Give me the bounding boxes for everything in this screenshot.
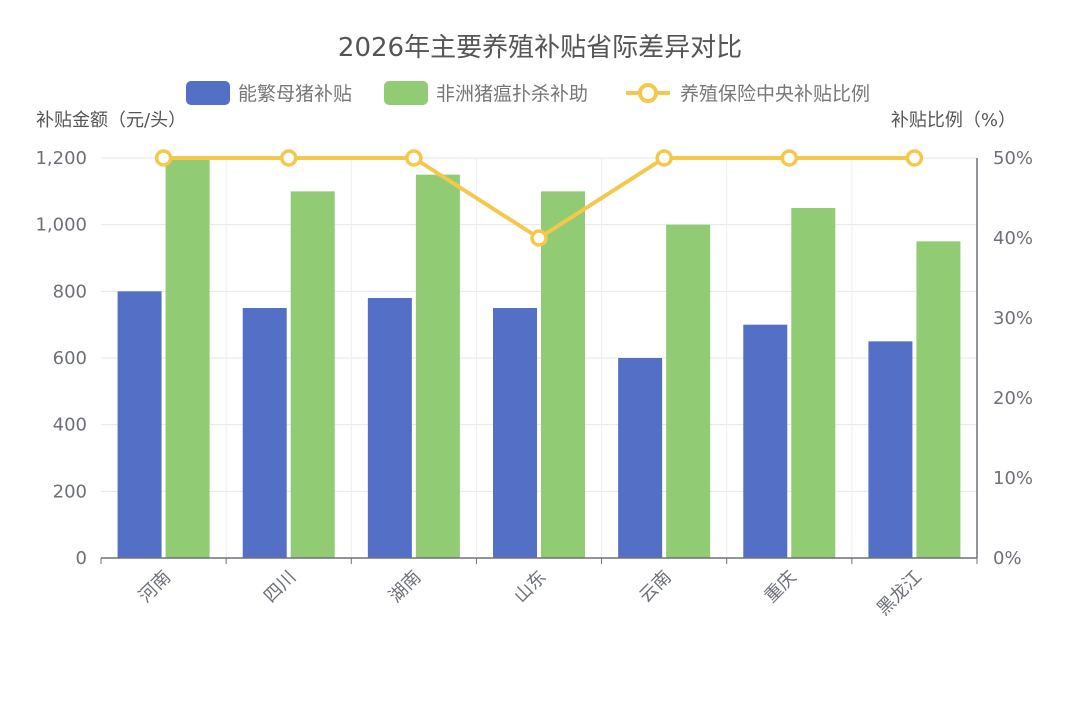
x-category-label: 湖南 [385,567,425,607]
line-point-insurance-ratio[interactable] [154,149,173,167]
legend-marker-insurance-ratio [638,83,658,103]
x-category-label: 河南 [135,567,175,607]
bar-sow-subsidy[interactable] [242,308,287,558]
x-category-label: 四川 [260,567,300,607]
legend-label-insurance-ratio: 养殖保险中央补贴比例 [680,83,870,105]
line-point-insurance-ratio[interactable] [405,149,423,167]
legend-label-asf-compensation: 非洲猪瘟扑杀补助 [436,83,588,105]
bar-asf-compensation[interactable] [165,158,210,558]
chart-title: 2026年主要养殖补贴省际差异对比 [338,33,742,63]
bar-asf-compensation[interactable] [415,174,460,558]
legend: 能繁母猪补贴 非洲猪瘟扑杀补助 养殖保险中央补贴比例 [186,81,870,105]
y-right-tick-label: 50% [993,148,1033,169]
bar-sow-subsidy[interactable] [117,291,162,558]
y-right-axis-label: 补贴比例（%） [891,110,1016,131]
y-right-tick-label: 40% [993,228,1033,249]
y-left-tick-label: 400 [53,415,87,436]
y-left-tick-label: 600 [53,348,87,369]
y-left-tick-label: 200 [53,481,87,502]
bar-sow-subsidy[interactable] [868,341,913,558]
x-category-label: 黑龙江 [873,567,926,620]
bar-asf-compensation[interactable] [791,208,836,558]
bar-asf-compensation[interactable] [290,191,335,559]
x-category-label: 云南 [635,567,675,607]
bar-asf-compensation[interactable] [666,224,711,558]
y-left-axis-label: 补贴金额（元/头） [36,110,186,131]
line-point-insurance-ratio[interactable] [655,149,673,167]
grid-layer [101,157,977,558]
bar-asf-compensation[interactable] [541,191,585,559]
legend-swatch-asf-compensation [384,81,428,105]
bar-asf-compensation[interactable] [916,241,961,559]
bar-sow-subsidy[interactable] [493,308,537,558]
y-left-tick-label: 1,000 [35,215,87,236]
y-left-tick-label: 800 [53,281,87,302]
line-point-insurance-ratio[interactable] [905,149,924,167]
y-right-tick-label: 30% [993,308,1033,329]
bars-layer [117,158,961,559]
legend-label-sow-subsidy: 能繁母猪补贴 [238,83,352,105]
line-point-insurance-ratio[interactable] [780,149,799,167]
bar-sow-subsidy[interactable] [367,298,412,558]
legend-item-asf-compensation[interactable]: 非洲猪瘟扑杀补助 [384,81,588,105]
legend-swatch-sow-subsidy [186,81,230,105]
y-left-tick-label: 0 [76,548,87,569]
bar-sow-subsidy[interactable] [618,358,663,558]
y-right-tick-label: 20% [993,388,1033,409]
line-layer [154,149,924,247]
bar-sow-subsidy[interactable] [743,324,788,558]
y-right-tick-label: 0% [993,548,1022,569]
line-point-insurance-ratio[interactable] [530,229,548,247]
legend-item-sow-subsidy[interactable]: 能繁母猪补贴 [186,81,352,105]
legend-item-insurance-ratio[interactable]: 养殖保险中央补贴比例 [626,83,870,105]
x-category-label: 山东 [510,567,550,607]
x-category-label: 重庆 [761,567,801,607]
line-point-insurance-ratio[interactable] [279,149,298,167]
y-left-tick-label: 1,200 [35,148,87,169]
y-right-tick-label: 10% [993,468,1033,489]
